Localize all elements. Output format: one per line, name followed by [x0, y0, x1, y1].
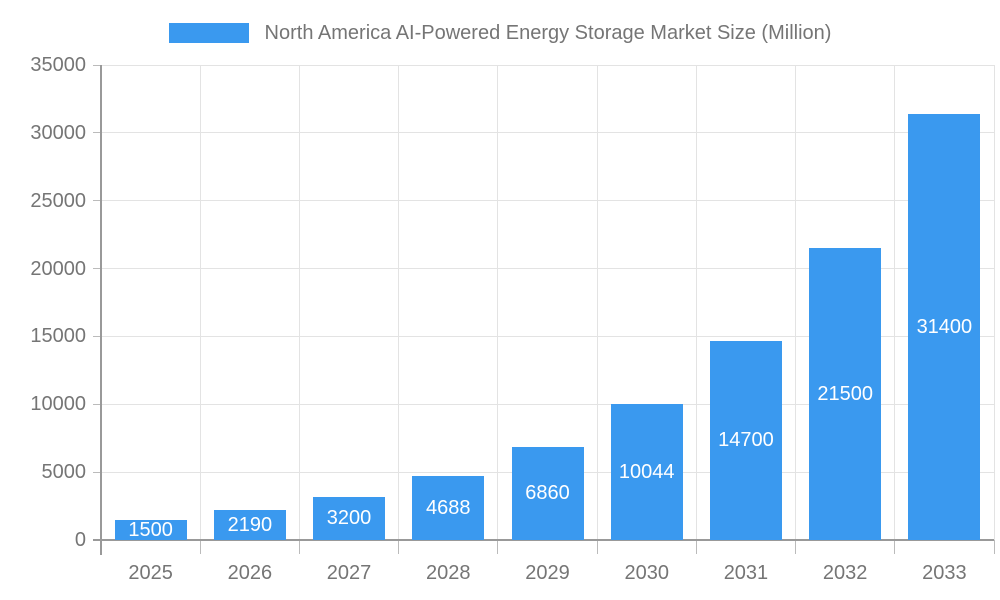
x-tick-label: 2027: [326, 562, 372, 584]
x-axis-tick: [497, 540, 499, 554]
x-axis-tick: [795, 540, 797, 554]
x-gridline: [298, 65, 300, 540]
y-axis-tick: [93, 335, 101, 337]
y-gridline: [101, 200, 994, 202]
bar-2030[interactable]: 10044: [610, 403, 683, 540]
y-tick-label: 20000: [30, 257, 86, 280]
y-gridline: [101, 64, 994, 66]
x-tick-label: 2029: [525, 562, 570, 584]
bar-2029[interactable]: 6860: [511, 446, 584, 540]
bar-value-label: 6860: [525, 482, 570, 505]
bar-value-label: 4688: [426, 497, 471, 520]
x-gridline: [199, 65, 201, 540]
y-axis-tick: [93, 200, 101, 202]
bar-value-label: 10044: [618, 460, 675, 483]
x-gridline: [596, 65, 598, 540]
bar-value-label: 14700: [718, 429, 774, 452]
x-tick-label: 2025: [128, 562, 173, 584]
x-axis-tick: [298, 540, 300, 554]
y-tick-label: 0: [74, 529, 86, 551]
bar-value-label: 31400: [916, 315, 973, 338]
bar-2026[interactable]: 2190: [213, 510, 286, 540]
x-axis-tick: [398, 540, 400, 554]
x-tick-label: 2033: [922, 562, 967, 584]
y-axis-tick: [93, 471, 101, 473]
plot-area: 0 5000 10000 15000 20000 25000 30000 35000 1500 2…: [30, 54, 995, 584]
legend-swatch-icon: [168, 23, 249, 43]
y-tick-label: 25000: [30, 189, 86, 212]
y-tick-label: 15000: [30, 325, 86, 348]
y-axis-tick: [93, 268, 101, 270]
bar-2032[interactable]: 21500: [809, 248, 882, 540]
bar-2033[interactable]: 31400: [908, 113, 981, 540]
bar-2027[interactable]: 3200: [313, 496, 386, 540]
y-axis-tick: [93, 64, 101, 66]
legend-label: North America AI-Powered Energy Storage …: [264, 22, 832, 44]
x-gridline: [497, 65, 499, 540]
y-axis-tick: [93, 132, 101, 134]
x-gridline: [894, 65, 896, 540]
x-axis-tick: [993, 540, 995, 554]
bar-2025[interactable]: 1500: [114, 518, 187, 541]
x-axis-tick: [695, 540, 697, 554]
bar-2031[interactable]: 14700: [709, 340, 782, 540]
bar-value-label: 21500: [817, 383, 873, 406]
x-gridline: [398, 65, 400, 540]
x-gridline: [795, 65, 797, 540]
y-tick-label: 5000: [41, 461, 87, 484]
y-gridline: [101, 335, 994, 337]
x-axis-tick: [894, 540, 896, 554]
bar-value-label: 3200: [326, 507, 372, 530]
y-axis-tick: [93, 403, 101, 405]
x-tick-label: 2030: [624, 562, 669, 584]
y-axis-line: [100, 65, 102, 555]
x-tick-label: 2031: [723, 562, 769, 584]
y-gridline: [101, 132, 994, 134]
x-axis-tick: [596, 540, 598, 554]
x-gridline: [695, 65, 697, 540]
y-tick-label: 10000: [30, 393, 86, 416]
x-gridline: [993, 65, 995, 540]
x-tick-label: 2028: [426, 562, 471, 584]
y-gridline: [101, 268, 994, 270]
y-tick-label: 35000: [30, 54, 86, 76]
x-axis-tick: [199, 540, 201, 554]
bar-2028[interactable]: 4688: [412, 476, 485, 540]
y-gridline: [101, 403, 994, 405]
x-tick-label: 2026: [227, 562, 273, 584]
x-axis-line: [93, 539, 994, 541]
bar-value-label: 2190: [227, 514, 273, 537]
bar-value-label: 1500: [128, 518, 173, 541]
x-tick-label: 2032: [822, 562, 868, 584]
y-tick-label: 30000: [30, 121, 86, 144]
legend[interactable]: North America AI-Powered Energy Storage …: [0, 20, 1000, 46]
